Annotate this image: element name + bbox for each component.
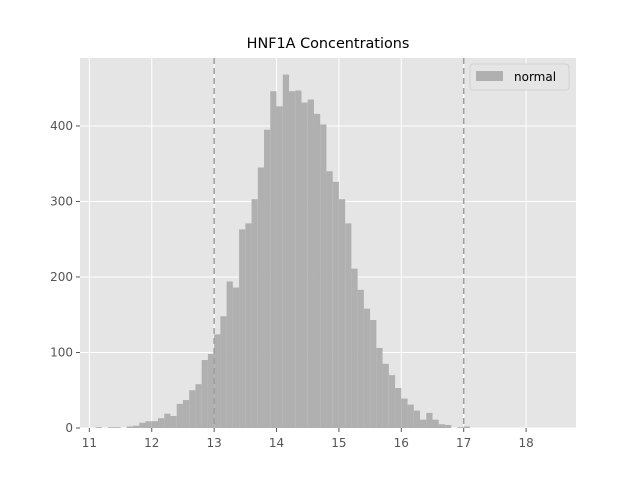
y-tick-label: 100 [50,345,73,359]
x-tick-label: 13 [206,436,221,450]
histogram-bar [176,403,183,428]
histogram-bar [382,363,389,428]
histogram-bar [320,124,327,429]
legend-label-normal: normal [514,70,556,84]
x-tick-label: 14 [269,436,284,450]
histogram-bar [214,334,221,428]
legend-swatch-normal [476,71,503,81]
histogram-bar [195,384,202,428]
histogram-bar [245,223,252,428]
histogram-bar [207,354,215,428]
y-tick-label: 0 [65,421,73,435]
histogram-bar [114,427,121,428]
histogram-bar [270,91,277,428]
histogram-bars [95,74,470,429]
histogram-bar [401,398,408,428]
x-tick-label: 15 [331,436,346,450]
x-tick-label: 16 [394,436,409,450]
histogram-bar [239,229,246,428]
histogram-bar [289,91,296,428]
histogram-bar [438,424,445,428]
histogram-bar [95,427,102,428]
histogram-bar [157,418,165,428]
histogram-bar [457,427,464,428]
histogram-bar [332,181,339,428]
histogram-bar [351,268,358,428]
legend-box [469,63,570,91]
histogram-bar [326,171,333,428]
histogram-bar [407,404,414,428]
histogram-bar [151,421,158,428]
histogram-bar [170,415,177,428]
legend: normal [469,63,570,91]
histogram-bar [444,424,452,428]
histogram-bar [426,412,433,428]
histogram-bar [345,223,352,428]
chart-title: HNF1A Concentrations [247,36,410,52]
x-tick-label: 18 [518,436,533,450]
histogram-bar [307,99,314,428]
histogram-bar [376,347,383,428]
histogram-bar [413,410,421,428]
histogram-bar [432,419,439,428]
x-tick-label: 11 [82,436,97,450]
histogram-bar [257,167,265,428]
x-tick-label: 17 [456,436,471,450]
histogram-bar [133,425,140,428]
histogram-bar [313,113,321,428]
histogram-bar [201,360,208,428]
histogram-bar [264,129,271,429]
histogram-bar [232,287,240,428]
histogram-bar [357,289,364,428]
y-tick-label: 300 [50,194,73,208]
histogram-bar [145,421,152,428]
histogram-bar [220,316,227,428]
histogram-bar [251,199,258,428]
y-tick-label: 200 [50,270,73,284]
y-tick-label: 400 [50,119,73,133]
histogram-bar [463,426,470,428]
histogram-bar [139,422,146,428]
histogram-bar [182,400,190,428]
histogram-bar [388,375,396,428]
histogram-bar [108,427,115,428]
reference-lines [213,58,465,428]
histogram-bar [226,281,233,428]
histogram-bar [164,413,171,428]
histogram-bar [282,74,290,428]
histogram-bar [395,387,402,428]
histogram-bar [363,308,371,428]
histogram-bar [295,90,302,428]
histogram-bar [276,106,283,428]
y-axis-ticks: 0 100 200 300 400 [50,119,80,435]
histogram-bar [338,199,346,428]
histogram-bar [126,426,134,428]
histogram-bar [370,320,377,428]
histogram-bar [189,390,196,428]
x-tick-label: 12 [144,436,159,450]
x-axis-ticks: 11 12 13 14 15 16 17 18 [82,428,534,450]
histogram-bar [420,419,427,428]
histogram-bar [301,102,308,428]
